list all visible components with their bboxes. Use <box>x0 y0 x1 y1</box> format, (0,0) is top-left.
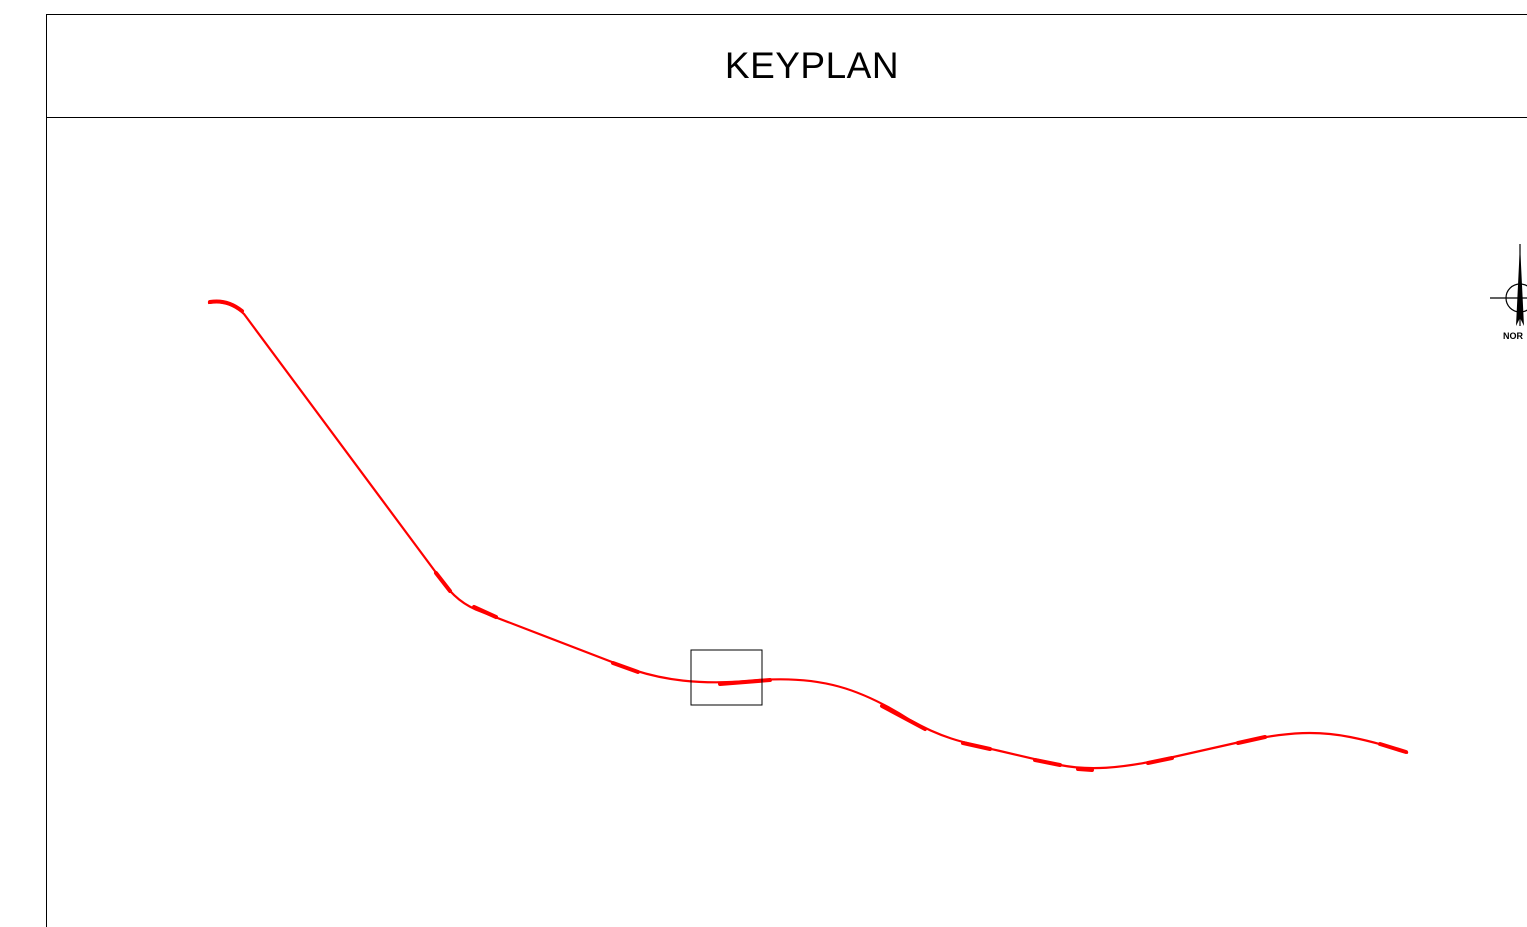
keyplan-sheet: KEYPLAN <box>46 14 1527 927</box>
segment-marker <box>961 741 992 751</box>
north-label: NOR <box>1503 331 1524 341</box>
segment-marker <box>880 704 927 731</box>
segment-marker <box>1033 758 1062 767</box>
segment-marker <box>1076 767 1094 772</box>
segment-marker <box>611 661 640 674</box>
route-alignment <box>207 301 1409 770</box>
page-title: KEYPLAN <box>724 45 900 86</box>
north-arrow-icon: NOR <box>1490 244 1527 341</box>
segment-marker <box>208 299 244 313</box>
segment-marker <box>1378 742 1408 754</box>
segment-marker <box>472 605 498 619</box>
alignment-segment-markers <box>208 299 1408 772</box>
segment-marker <box>434 571 452 593</box>
title-band: KEYPLAN <box>47 15 1527 118</box>
segment-marker <box>1146 756 1174 765</box>
segment-marker <box>1236 735 1267 745</box>
highlight-box <box>690 649 763 706</box>
